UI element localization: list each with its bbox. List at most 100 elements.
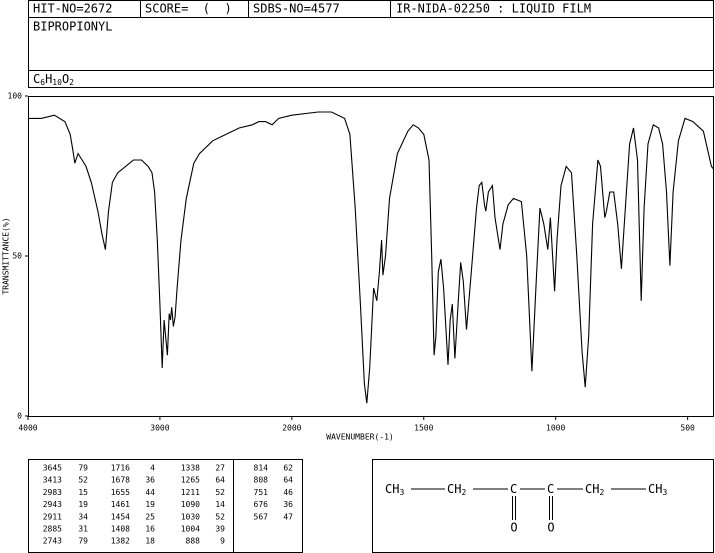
atom: C xyxy=(547,482,554,496)
peak-transmittance: 79 xyxy=(78,464,88,473)
peak-wavenumber: 1338 xyxy=(181,464,200,473)
peak-transmittance: 46 xyxy=(283,488,293,497)
formula-sub: 10 xyxy=(52,78,62,87)
peak-wavenumber: 1716 xyxy=(111,464,130,473)
peak-transmittance: 36 xyxy=(145,476,155,485)
x-tick-label: 1500 xyxy=(414,424,433,433)
peak-wavenumber: 2943 xyxy=(43,500,62,509)
x-tick-label: 1000 xyxy=(546,424,565,433)
peak-wavenumber: 808 xyxy=(254,476,269,485)
formula-part: H xyxy=(45,72,52,86)
x-tick-label: 2000 xyxy=(282,424,301,433)
y-tick-label: 0 xyxy=(17,412,22,421)
atom-sub: 3 xyxy=(399,488,404,497)
atom-sub: 3 xyxy=(662,488,667,497)
peak-wavenumber: 1454 xyxy=(111,512,130,521)
peak-transmittance: 19 xyxy=(145,500,155,509)
peak-transmittance: 9 xyxy=(220,537,225,546)
peak-transmittance: 44 xyxy=(145,488,155,497)
oxygen: O xyxy=(547,521,554,535)
peak-transmittance: 64 xyxy=(215,476,225,485)
peak-transmittance: 47 xyxy=(283,512,293,521)
peak-transmittance: 27 xyxy=(215,464,225,473)
atom: CH xyxy=(648,482,662,496)
peak-wavenumber: 2911 xyxy=(43,512,62,521)
compound-name: BIPROPIONYL xyxy=(33,20,112,34)
peak-transmittance: 36 xyxy=(283,500,293,509)
x-tick-label: 4000 xyxy=(18,424,37,433)
peak-wavenumber: 1090 xyxy=(181,500,200,509)
atom-group: CH3 xyxy=(385,482,404,497)
peak-transmittance: 4 xyxy=(150,464,155,473)
peak-wavenumber: 1461 xyxy=(111,500,130,509)
peak-wavenumber: 1408 xyxy=(111,525,130,534)
hit-no: HIT-NO=2672 xyxy=(33,2,112,16)
peak-transmittance: 52 xyxy=(215,512,225,521)
peak-transmittance: 15 xyxy=(78,488,88,497)
header-box xyxy=(28,0,714,88)
peak-transmittance: 18 xyxy=(145,537,155,546)
atom: CH xyxy=(585,482,599,496)
peak-wavenumber: 1382 xyxy=(111,537,130,546)
peak-wavenumber: 1004 xyxy=(181,525,200,534)
atom: CH xyxy=(447,482,461,496)
spectrum-line xyxy=(28,111,715,404)
formula-sub: 2 xyxy=(69,78,74,87)
peak-wavenumber: 2743 xyxy=(43,537,62,546)
peak-transmittance: 52 xyxy=(78,476,88,485)
peak-wavenumber: 1678 xyxy=(111,476,130,485)
formula: C6H10O2 xyxy=(33,72,74,87)
peak-transmittance: 52 xyxy=(215,488,225,497)
peak-wavenumber: 567 xyxy=(254,512,269,521)
peak-transmittance: 62 xyxy=(283,464,293,473)
peak-transmittance: 16 xyxy=(145,525,155,534)
peak-transmittance: 64 xyxy=(283,476,293,485)
atom: C xyxy=(510,482,517,496)
atom-group: CH2 xyxy=(447,482,466,497)
peak-transmittance: 34 xyxy=(78,512,88,521)
formula-sub: 6 xyxy=(40,78,45,87)
sdbs-no: SDBS-NO=4577 xyxy=(253,2,340,16)
peak-transmittance: 14 xyxy=(215,500,225,509)
plot-frame xyxy=(28,96,714,417)
method: IR-NIDA-02250 : LIQUID FILM xyxy=(396,2,591,16)
atom-group: C xyxy=(510,482,517,496)
peak-wavenumber: 751 xyxy=(254,488,269,497)
atom-group: C xyxy=(547,482,554,496)
peak-transmittance: 31 xyxy=(78,525,88,534)
peak-wavenumber: 2983 xyxy=(43,488,62,497)
y-tick-label: 100 xyxy=(8,92,23,101)
x-tick-label: 3000 xyxy=(150,424,169,433)
peak-wavenumber: 1030 xyxy=(181,512,200,521)
y-tick-label: 50 xyxy=(12,252,22,261)
formula-part: C xyxy=(33,72,40,86)
atom-sub: 2 xyxy=(599,488,604,497)
x-axis-label: WAVENUMBER(-1) xyxy=(326,433,393,442)
peak-wavenumber: 1211 xyxy=(181,488,200,497)
atom-group: CH3 xyxy=(648,482,667,497)
peak-wavenumber: 3645 xyxy=(43,464,62,473)
peak-wavenumber: 1655 xyxy=(111,488,130,497)
peak-wavenumber: 2885 xyxy=(43,525,62,534)
peak-wavenumber: 3413 xyxy=(43,476,62,485)
atom-sub: 2 xyxy=(461,488,466,497)
y-axis-label: TRANSMITTANCE(%) xyxy=(2,217,11,294)
formula-part: O xyxy=(62,72,69,86)
oxygen: O xyxy=(510,521,517,535)
peak-transmittance: 25 xyxy=(145,512,155,521)
structure-box xyxy=(372,459,714,553)
peak-wavenumber: 814 xyxy=(254,464,269,473)
score: SCORE= ( ) xyxy=(145,2,232,16)
atom: CH xyxy=(385,482,399,496)
peak-transmittance: 79 xyxy=(78,537,88,546)
peak-wavenumber: 1265 xyxy=(181,476,200,485)
peak-wavenumber: 676 xyxy=(254,500,269,509)
x-tick-label: 500 xyxy=(680,424,695,433)
peak-wavenumber: 888 xyxy=(186,537,201,546)
peak-transmittance: 19 xyxy=(78,500,88,509)
peak-transmittance: 39 xyxy=(215,525,225,534)
atom-group: CH2 xyxy=(585,482,604,497)
